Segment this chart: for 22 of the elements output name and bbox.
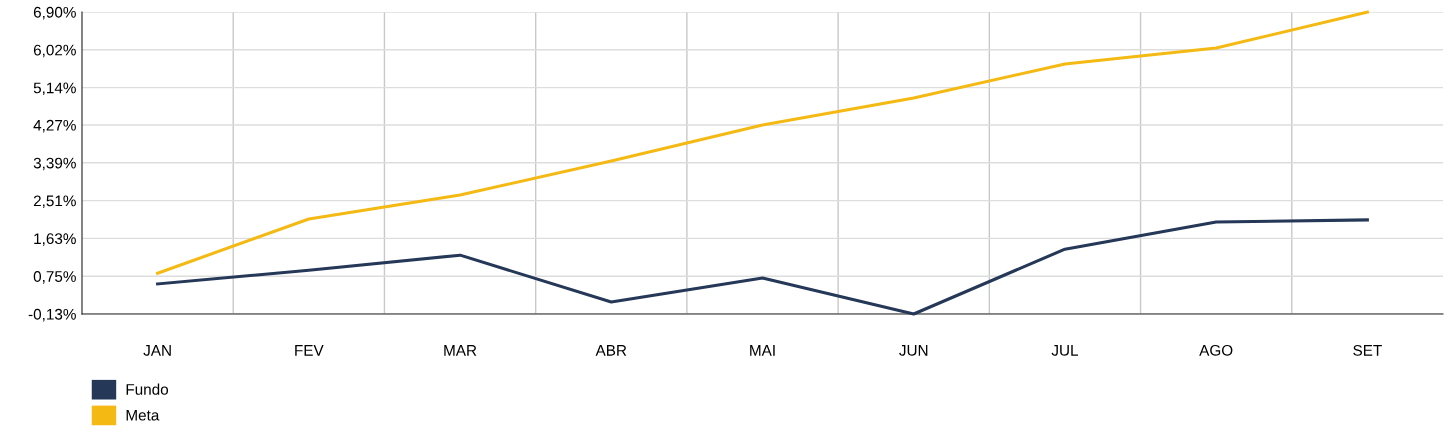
y-tick-label: 1,63%	[34, 233, 76, 246]
legend-label: Meta	[126, 409, 160, 421]
x-tick-label: SET	[1353, 344, 1382, 356]
y-tick-label: 0,75%	[33, 271, 76, 284]
y-tick-label: 5,14%	[33, 82, 76, 96]
x-tick-label: AGO	[1199, 344, 1233, 356]
x-tick-label: JUL	[1051, 345, 1079, 356]
y-tick-label: -0,13%	[28, 308, 76, 322]
x-tick-label: JAN	[143, 345, 171, 356]
line-series	[156, 10, 1369, 275]
line-series	[156, 218, 1369, 316]
x-tick-label: FEV	[295, 345, 324, 356]
y-tick-label: 4,27%	[33, 119, 76, 133]
x-tick-label: JUN	[899, 345, 928, 356]
legend-label: Fundo	[126, 383, 169, 395]
y-tick-label: 2,51%	[33, 195, 76, 209]
y-tick-label: 3,39%	[33, 157, 76, 171]
y-tick-label: 6,90%	[33, 6, 76, 20]
x-tick-label: MAR	[444, 345, 477, 356]
y-tick-label: 6,02%	[33, 44, 76, 58]
x-tick-label: ABR	[595, 345, 627, 356]
x-tick-label: MAI	[750, 345, 775, 356]
